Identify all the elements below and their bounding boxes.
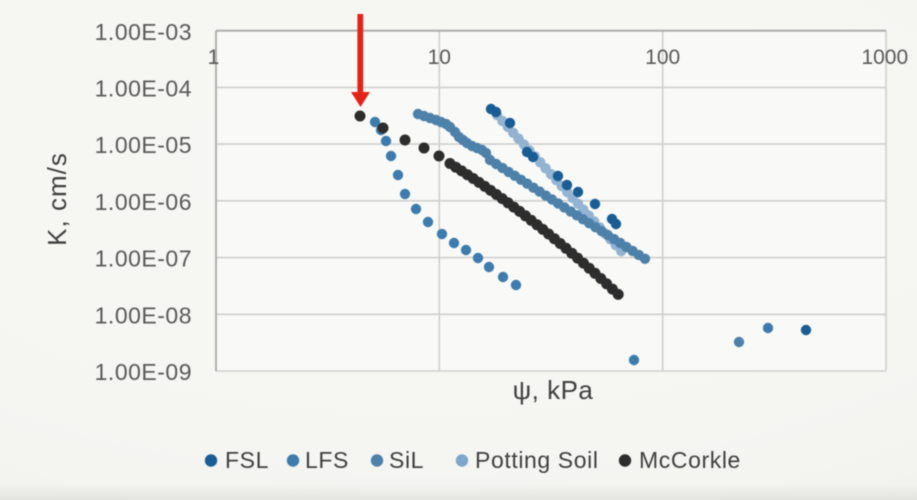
svg-text:1.00E-06: 1.00E-06 — [95, 189, 192, 215]
svg-text:SiL: SiL — [389, 447, 424, 473]
svg-text:1.00E-03: 1.00E-03 — [95, 19, 192, 45]
svg-text:10: 10 — [428, 46, 451, 69]
svg-text:1.00E-09: 1.00E-09 — [95, 359, 192, 385]
svg-text:1.00E-08: 1.00E-08 — [95, 302, 192, 328]
svg-text:FSL: FSL — [225, 447, 269, 473]
svg-text:1: 1 — [208, 46, 220, 69]
svg-text:1.00E-04: 1.00E-04 — [95, 75, 192, 101]
svg-text:Potting Soil: Potting Soil — [475, 447, 599, 473]
svg-text:LFS: LFS — [305, 447, 349, 473]
svg-text:McCorkle: McCorkle — [639, 447, 741, 473]
svg-text:1.00E-05: 1.00E-05 — [95, 132, 192, 158]
svg-text:1.00E-07: 1.00E-07 — [95, 246, 192, 272]
svg-text:1000: 1000 — [861, 46, 908, 69]
svg-text:100: 100 — [645, 46, 680, 69]
svg-text:K, cm/s: K, cm/s — [42, 152, 72, 246]
svg-text:ψ, kPa: ψ, kPa — [513, 375, 594, 405]
